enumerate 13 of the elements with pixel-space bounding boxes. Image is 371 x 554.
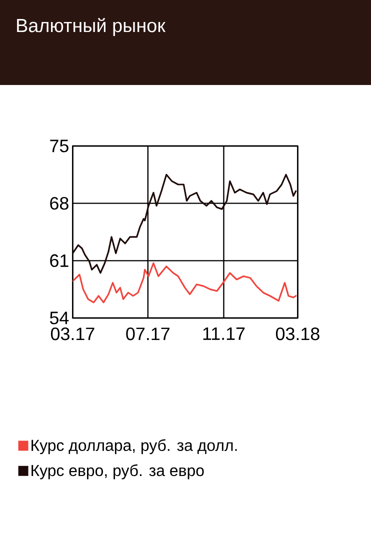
y-tick-label: 75: [50, 140, 68, 152]
x-tick-label: 07.17: [126, 328, 170, 340]
line-series: [72, 262, 297, 304]
y-tick-label: 61: [50, 254, 68, 268]
x-tick-label: 11.17: [203, 328, 245, 340]
x-tick-label: 03.17: [50, 328, 94, 340]
chart-title: Валютный рынок: [17, 18, 166, 36]
y-tick-label: 68: [50, 196, 68, 210]
y-tick-label: 54: [50, 312, 69, 324]
line-series: [72, 174, 297, 274]
x-tick-label: 03.18: [276, 328, 320, 340]
legend-label: Курс доллара, руб. за долл.: [32, 439, 237, 454]
legend-label: Курс евро, руб. за евро: [32, 464, 204, 480]
